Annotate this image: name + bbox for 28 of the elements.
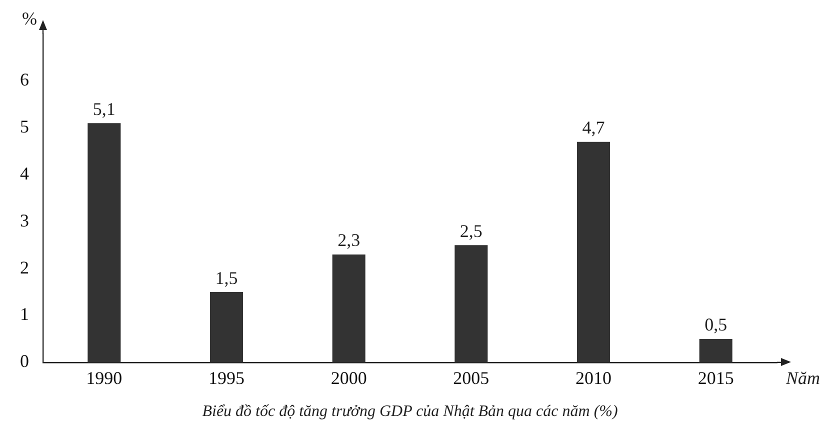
y-tick-label: 4 (20, 163, 29, 184)
bar (454, 245, 488, 362)
y-tick-label: 2 (20, 257, 29, 278)
bar (88, 123, 121, 362)
bar (699, 338, 732, 362)
y-tick-label: 1 (20, 304, 29, 324)
x-axis-title: Năm (784, 368, 820, 388)
x-tick-label: 2000 (330, 368, 367, 388)
x-tick-label: 2005 (453, 368, 490, 388)
y-tick-label: 6 (20, 70, 29, 90)
data-label: 1,5 (215, 268, 238, 288)
text: Biểu đồ tốc độ tăng trưởng GDP của Nhật Bản qua các năm (%) (202, 403, 618, 420)
bar (332, 254, 366, 362)
x-tick-label: 2010 (576, 368, 612, 388)
y-tick-label: 0 (20, 351, 29, 372)
data-label: 2,3 (338, 230, 360, 250)
y-tick-label: 3 (20, 210, 29, 230)
data-label: 2,5 (460, 220, 482, 241)
x-tick-label: 1990 (86, 368, 122, 388)
bar (576, 142, 610, 362)
x-tick-label: 2015 (698, 368, 734, 388)
data-label: 5,1 (92, 98, 116, 119)
data-label: 0,5 (704, 314, 728, 335)
data-label: 4,7 (582, 118, 605, 138)
y-axis-title: % (22, 8, 37, 29)
y-tick-label: 5 (20, 116, 29, 137)
bar (210, 292, 244, 362)
x-tick-label: 1995 (208, 368, 244, 388)
